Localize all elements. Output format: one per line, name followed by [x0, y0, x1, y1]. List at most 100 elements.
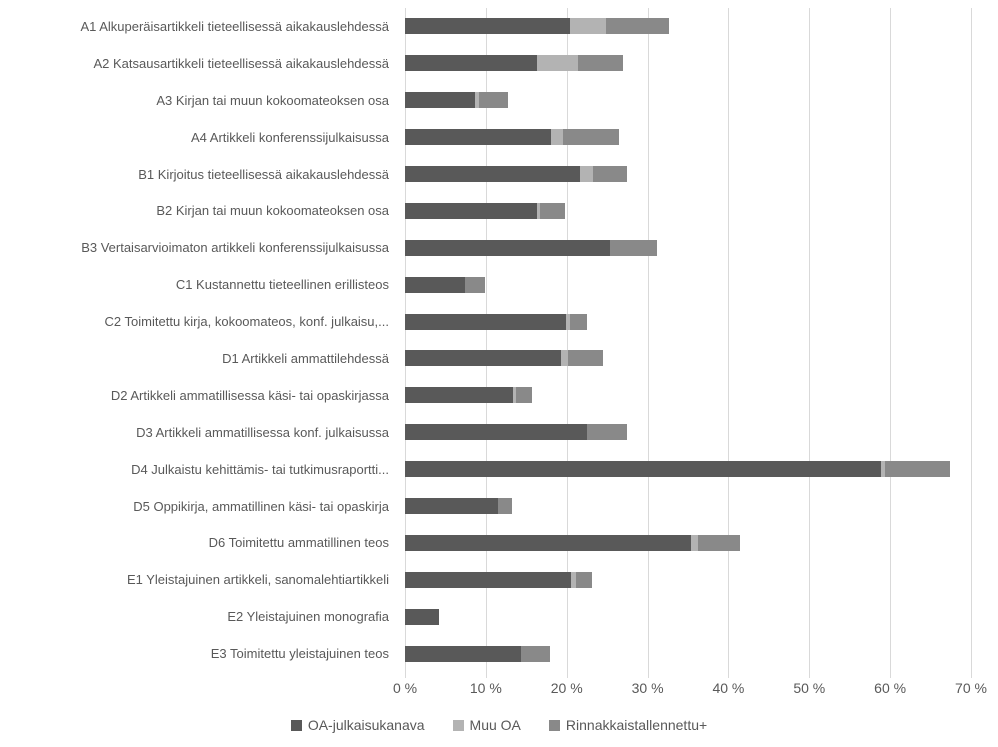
legend-item: Muu OA	[452, 717, 521, 733]
bar-segment	[575, 571, 592, 588]
stacked-bar	[405, 55, 971, 72]
bar-row	[405, 45, 971, 82]
gridline-30	[647, 8, 649, 678]
stacked-bar	[405, 350, 971, 367]
stacked-bar	[405, 645, 971, 662]
bar-segment	[405, 571, 571, 588]
bar-segment	[592, 166, 627, 182]
bar-row	[405, 8, 971, 45]
bar-segment	[405, 608, 439, 625]
bar-row	[405, 414, 971, 451]
bar-row	[405, 266, 971, 303]
bar-row	[405, 635, 971, 672]
category-label: B1 Kirjoitus tieteellisessä aikakauslehd…	[138, 166, 389, 182]
bar-segment	[536, 202, 541, 219]
gridline-70	[971, 8, 972, 678]
bar-row	[405, 119, 971, 156]
bar-segment	[497, 498, 512, 515]
bar-segment	[405, 313, 566, 330]
bar-segment	[405, 129, 552, 146]
stacked-bar	[405, 534, 971, 551]
bar-segment	[569, 313, 587, 330]
stacked-bar	[405, 608, 971, 625]
x-tick-label: 10 %	[469, 680, 502, 696]
gridline-40	[728, 8, 730, 678]
plot-area	[405, 8, 972, 678]
category-label: D2 Artikkeli ammatillisessa käsi- tai op…	[110, 387, 389, 403]
legend-swatch-icon	[548, 719, 560, 731]
category-label: C2 Toimitettu kirja, kokoomateos, konf. …	[104, 314, 389, 330]
bar-segment	[405, 424, 587, 441]
bar-segment	[405, 18, 570, 35]
category-label: C1 Kustannettu tieteellinen erillisteos	[175, 277, 389, 293]
bar-segment	[405, 239, 611, 256]
category-label: B3 Vertaisarvioimaton artikkeli konferen…	[81, 240, 389, 256]
stacked-bar	[405, 387, 971, 404]
stacked-bar	[405, 424, 971, 441]
category-axis: A1 Alkuperäisartikkeli tieteellisessä ai…	[0, 8, 397, 672]
category-label: A3 Kirjan tai muun kokoomateoksen osa	[156, 92, 389, 108]
bar-segment	[881, 461, 886, 478]
stacked-bar	[405, 313, 971, 330]
stacked-bar	[405, 129, 971, 146]
bar-row	[405, 229, 971, 266]
bar-segment	[610, 239, 658, 256]
category-label: A2 Katsausartikkeli tieteellisessä aikak…	[93, 55, 389, 71]
bar-rows	[405, 8, 971, 672]
legend-label: Muu OA	[469, 717, 521, 733]
value-axis: 0 % 10 % 20 % 30 % 40 % 50 % 60 % 70 %	[393, 680, 987, 704]
gridline-20	[566, 8, 568, 678]
bar-segment	[565, 313, 570, 330]
bar-segment	[579, 166, 593, 182]
bar-segment	[464, 276, 486, 293]
gridline-50	[809, 8, 811, 678]
category-label: E1 Yleistajuinen artikkeli, sanomalehtia…	[126, 572, 389, 588]
x-tick-label: 50 %	[793, 680, 826, 696]
category-label: A4 Artikkeli konferenssijulkaisussa	[191, 129, 389, 145]
x-tick-label: 30 %	[631, 680, 664, 696]
bar-segment	[405, 166, 580, 182]
bar-segment	[691, 534, 699, 551]
category-label: D3 Artikkeli ammatillisessa konf. julkai…	[136, 424, 389, 440]
gridline-0	[405, 8, 406, 678]
legend-item: Rinnakkaistallennettu+	[548, 717, 708, 733]
x-tick-label: 60 %	[874, 680, 907, 696]
legend: OA-julkaisukanava Muu OA Rinnakkaistallenn…	[0, 717, 998, 733]
bar-segment	[885, 461, 950, 478]
legend-swatch-icon	[452, 719, 464, 731]
stacked-bar	[405, 276, 971, 293]
category-label: E3 Toimitettu yleistajuinen teos	[210, 646, 389, 662]
stacked-bar	[405, 166, 971, 182]
category-label: D5 Oppikirja, ammatillinen käsi- tai opa…	[133, 498, 389, 514]
category-label: E2 Yleistajuinen monografia	[227, 609, 389, 625]
bar-segment	[569, 18, 607, 35]
x-tick-label: 40 %	[712, 680, 745, 696]
x-tick-label: 70 %	[955, 680, 987, 696]
x-tick-label: 0 %	[392, 680, 418, 696]
category-label: B2 Kirjan tai muun kokoomateoksen osa	[156, 203, 389, 219]
bar-row	[405, 524, 971, 561]
bar-segment	[606, 18, 669, 35]
stacked-bar	[405, 498, 971, 515]
bar-row	[405, 192, 971, 229]
bar-segment	[536, 55, 579, 72]
bar-row	[405, 488, 971, 525]
bar-row	[405, 561, 971, 598]
legend-item: OA-julkaisukanava	[290, 717, 425, 733]
legend-label: Rinnakkaistallennettu+	[565, 717, 708, 733]
bar-segment	[570, 571, 576, 588]
stacked-bar	[405, 202, 971, 219]
category-label: D6 Toimitettu ammatillinen teos	[208, 535, 389, 551]
bar-segment	[586, 424, 627, 441]
stacked-bar	[405, 239, 971, 256]
x-tick-label: 20 %	[550, 680, 583, 696]
bar-segment	[540, 202, 566, 219]
bar-segment	[405, 55, 537, 72]
bar-segment	[520, 645, 550, 662]
category-label: D1 Artikkeli ammattilehdessä	[222, 350, 389, 366]
bar-segment	[405, 498, 498, 515]
legend-swatch-icon	[290, 719, 302, 731]
bar-segment	[551, 129, 563, 146]
stacked-bar	[405, 461, 971, 478]
